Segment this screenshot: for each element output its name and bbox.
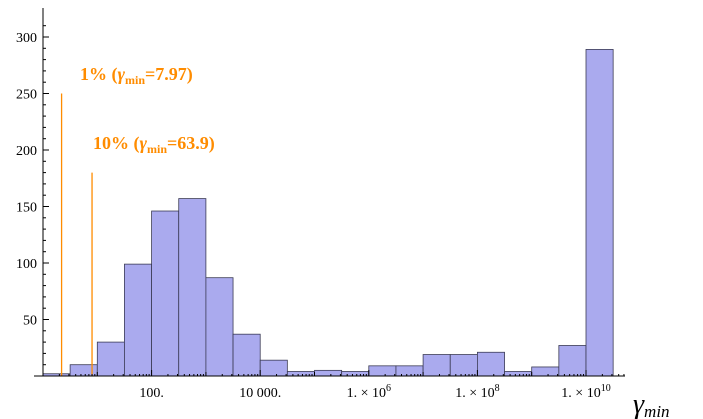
threshold-annotation: 10% (γmin=63.9) bbox=[93, 133, 215, 156]
annotations-layer: 1% (γmin=7.97) 10% (γmin=63.9) bbox=[60, 64, 215, 376]
x-axis-label-subscript: min bbox=[644, 402, 670, 419]
x-tick-label: 1. × 108 bbox=[455, 383, 499, 401]
bars-layer bbox=[42, 49, 614, 377]
histogram-bar bbox=[422, 354, 451, 377]
histogram-bar bbox=[558, 345, 587, 377]
x-tick-label: 1. × 106 bbox=[347, 383, 391, 401]
histogram-bar bbox=[205, 277, 234, 377]
histogram-bar bbox=[531, 366, 560, 377]
histogram-bar bbox=[259, 359, 288, 377]
x-tick-label: 100. bbox=[139, 386, 164, 401]
histogram-bar bbox=[476, 351, 505, 377]
histogram-bar bbox=[585, 49, 614, 377]
histogram-bar bbox=[341, 371, 370, 377]
histogram-bar bbox=[96, 341, 125, 377]
y-tick-label: 100 bbox=[16, 257, 37, 272]
histogram-bar bbox=[368, 365, 397, 377]
y-tick-label: 200 bbox=[16, 144, 37, 159]
histogram-bar bbox=[504, 371, 533, 377]
histogram-bar bbox=[124, 263, 153, 377]
y-tick-label: 50 bbox=[23, 314, 37, 329]
histogram-bar bbox=[178, 198, 207, 377]
x-axis-label-symbol: γ bbox=[633, 389, 645, 419]
histogram-bar bbox=[69, 364, 98, 377]
histogram-bar bbox=[314, 369, 343, 377]
threshold-annotation: 1% (γmin=7.97) bbox=[80, 64, 193, 87]
x-tick-label: 10 000. bbox=[239, 386, 281, 401]
histogram-bar bbox=[151, 210, 180, 377]
y-tick-label: 300 bbox=[16, 31, 37, 46]
y-tick-label: 250 bbox=[16, 88, 37, 103]
histogram-bar bbox=[449, 354, 478, 377]
y-tick-label: 150 bbox=[16, 201, 37, 216]
histogram-bar bbox=[232, 333, 261, 377]
axes-layer bbox=[34, 8, 625, 377]
x-tick-label: 1. × 1010 bbox=[561, 383, 610, 401]
histogram-bar bbox=[286, 371, 315, 377]
tick-labels-layer: 50 100 150 200 250 300 100. 10 000. 1. × 106 1. ×… bbox=[16, 31, 611, 401]
histogram-bar bbox=[395, 365, 424, 377]
x-axis-label: γmin bbox=[633, 389, 670, 419]
